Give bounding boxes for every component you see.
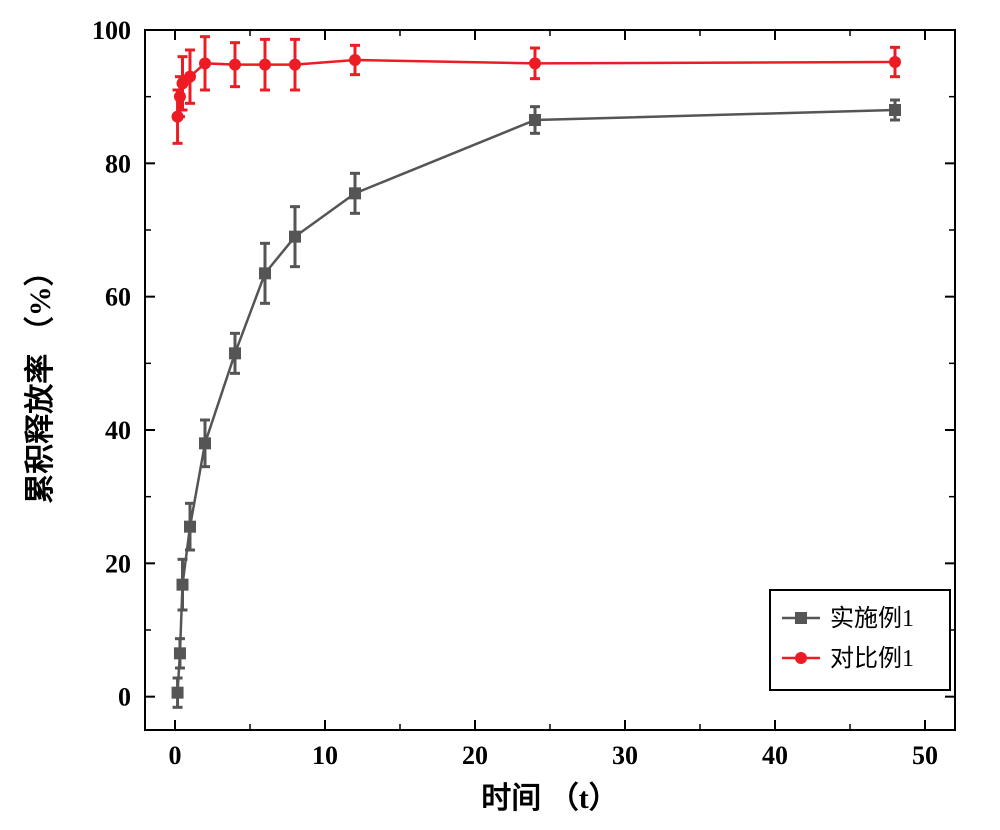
x-tick-label: 50	[912, 741, 938, 770]
legend-label: 实施例1	[830, 605, 914, 632]
marker-circle	[349, 54, 361, 66]
marker-circle	[199, 57, 211, 69]
y-tick-label: 0	[118, 683, 131, 712]
marker-circle	[229, 59, 241, 71]
marker-circle	[529, 57, 541, 69]
x-tick-label: 0	[169, 741, 182, 770]
marker-square	[184, 521, 196, 533]
chart-container: 0 10 20 30 40 50 0 20 40 60 80 100 时间 （t） 累积释放率 （%） 实施…	[0, 0, 1000, 830]
x-tick-label: 30	[612, 741, 638, 770]
x-tick-label: 10	[312, 741, 338, 770]
marker-square	[174, 647, 186, 659]
marker-square	[795, 612, 807, 624]
x-axis-label: 时间 （t）	[481, 781, 619, 815]
marker-circle	[795, 652, 807, 664]
legend: 实施例1 对比例1	[770, 590, 950, 690]
marker-square	[289, 231, 301, 243]
marker-square	[259, 267, 271, 279]
y-axis-label: 累积释放率 （%）	[23, 256, 57, 504]
legend-box	[770, 590, 950, 690]
marker-circle	[259, 59, 271, 71]
marker-circle	[184, 71, 196, 83]
marker-square	[349, 187, 361, 199]
y-tick-label: 20	[105, 549, 131, 578]
chart-svg: 0 10 20 30 40 50 0 20 40 60 80 100 时间 （t） 累积释放率 （%） 实施…	[0, 0, 1000, 830]
y-tick-label: 40	[105, 416, 131, 445]
marker-circle	[889, 56, 901, 68]
y-tick-label: 60	[105, 283, 131, 312]
marker-square	[529, 114, 541, 126]
marker-square	[199, 437, 211, 449]
legend-label: 对比例1	[830, 645, 914, 672]
x-tick-label: 40	[762, 741, 788, 770]
marker-square	[177, 579, 189, 591]
marker-square	[889, 104, 901, 116]
x-tick-label: 20	[462, 741, 488, 770]
marker-circle	[174, 91, 186, 103]
marker-square	[172, 687, 184, 699]
marker-square	[229, 347, 241, 359]
marker-circle	[289, 59, 301, 71]
y-tick-label: 80	[105, 149, 131, 178]
y-tick-label: 100	[92, 16, 131, 45]
